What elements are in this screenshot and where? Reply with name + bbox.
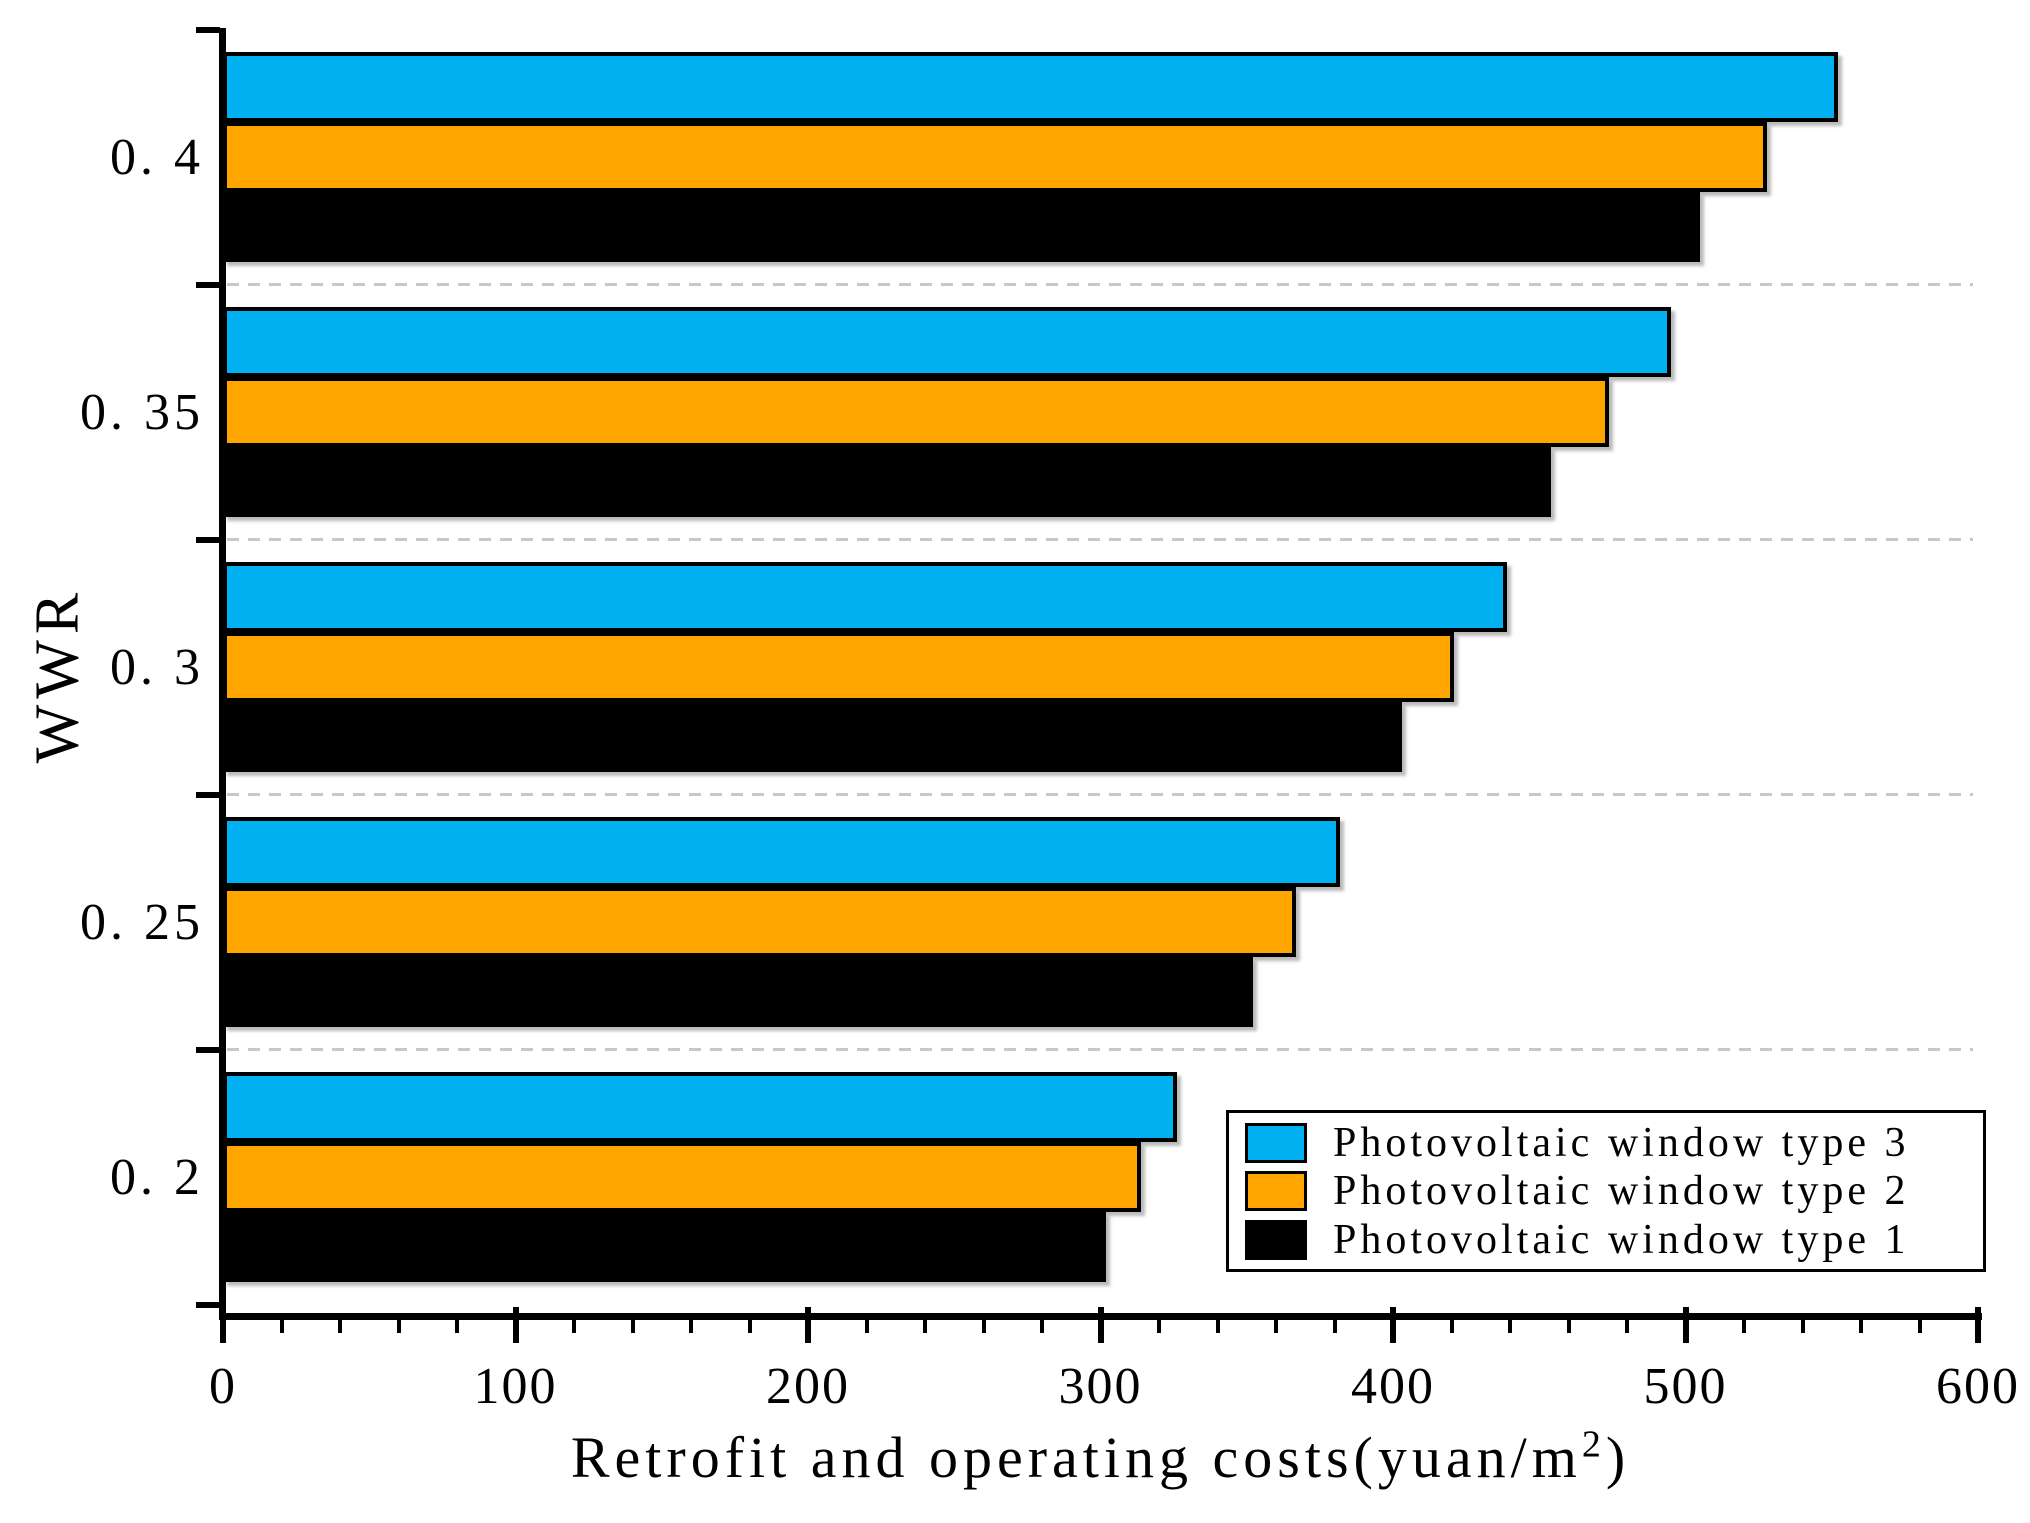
x-tick-label: 500	[1643, 1358, 1728, 1415]
category-boundary-gridline	[227, 538, 1973, 541]
legend-swatch	[1245, 1171, 1307, 1211]
y-axis-tick	[196, 27, 220, 33]
bar-photovoltaic-window-type-3-wwr-0.35	[223, 307, 1671, 377]
legend-label: Photovoltaic window type 1	[1333, 1216, 1910, 1263]
legend-item-2: Photovoltaic window type 2	[1229, 1168, 1983, 1214]
bar-photovoltaic-window-type-2-wwr-0.2	[223, 1142, 1141, 1212]
x-axis-minor-tick	[1157, 1320, 1161, 1333]
bar-photovoltaic-window-type-1-wwr-0.35	[223, 447, 1551, 517]
bar-photovoltaic-window-type-3-wwr-0.3	[223, 562, 1507, 632]
y-axis-tick	[196, 1302, 220, 1308]
x-axis-major-tick	[1390, 1307, 1396, 1343]
bar-photovoltaic-window-type-3-wwr-0.2	[223, 1072, 1177, 1142]
bar-photovoltaic-window-type-3-wwr-0.4	[223, 52, 1838, 122]
bar-photovoltaic-window-type-3-wwr-0.25	[223, 817, 1340, 887]
x-axis-minor-tick	[1566, 1320, 1571, 1333]
y-tick-label: 0. 35	[80, 383, 204, 441]
x-axis-minor-tick	[981, 1320, 986, 1333]
legend-label: Photovoltaic window type 2	[1333, 1168, 1910, 1214]
legend: Photovoltaic window type 3 Photovoltaic w…	[1226, 1110, 1986, 1272]
x-axis-minor-tick	[747, 1320, 752, 1333]
category-boundary-gridline	[227, 283, 1973, 286]
x-axis-minor-tick	[923, 1320, 927, 1333]
y-tick-label: 0. 25	[80, 893, 204, 951]
x-axis-minor-tick	[1274, 1320, 1278, 1333]
x-axis-major-tick	[220, 1307, 226, 1343]
y-axis-tick	[196, 1047, 220, 1053]
x-axis-major-tick	[1975, 1307, 1981, 1343]
x-axis-minor-tick	[396, 1320, 401, 1333]
y-axis-tick	[196, 792, 220, 798]
bar-photovoltaic-window-type-1-wwr-0.2	[223, 1212, 1106, 1282]
x-axis-title-superscript: 2	[1581, 1423, 1606, 1466]
bar-photovoltaic-window-type-2-wwr-0.35	[223, 377, 1609, 447]
x-tick-label: 100	[473, 1358, 558, 1415]
x-axis-minor-tick	[1917, 1320, 1922, 1333]
bar-photovoltaic-window-type-1-wwr-0.25	[223, 957, 1253, 1027]
x-axis-major-tick	[1682, 1307, 1689, 1343]
x-axis-title: Retrofit and operating costs(yuan/m2)	[223, 1424, 1978, 1491]
x-axis-minor-tick	[1508, 1320, 1512, 1333]
x-axis-minor-tick	[1040, 1320, 1044, 1333]
x-axis-minor-tick	[279, 1320, 284, 1333]
x-axis-minor-tick	[864, 1320, 869, 1333]
x-axis-minor-tick	[1449, 1320, 1454, 1333]
x-axis-minor-tick	[1625, 1320, 1629, 1333]
bar-photovoltaic-window-type-1-wwr-0.3	[223, 702, 1402, 772]
x-tick-label: 0	[209, 1358, 237, 1415]
legend-item-1: Photovoltaic window type 1	[1229, 1217, 1983, 1263]
x-axis-title-text: Retrofit and operating costs(yuan/m	[570, 1425, 1582, 1490]
bar-photovoltaic-window-type-2-wwr-0.4	[223, 122, 1767, 192]
x-axis-major-tick	[512, 1307, 519, 1343]
x-axis-major-tick	[805, 1307, 811, 1343]
y-tick-label: 0. 2	[110, 1148, 204, 1206]
legend-swatch	[1245, 1219, 1307, 1260]
bar-photovoltaic-window-type-2-wwr-0.3	[223, 632, 1454, 702]
bar-photovoltaic-window-type-1-wwr-0.4	[223, 192, 1700, 262]
x-axis-minor-tick	[689, 1320, 693, 1333]
y-tick-label: 0. 3	[110, 638, 204, 696]
category-boundary-gridline	[227, 1048, 1973, 1051]
bar-photovoltaic-window-type-2-wwr-0.25	[223, 887, 1296, 957]
x-axis-minor-tick	[1332, 1320, 1337, 1333]
y-tick-label: 0. 4	[110, 128, 204, 186]
legend-label: Photovoltaic window type 3	[1333, 1119, 1910, 1166]
x-axis-minor-tick	[338, 1320, 342, 1333]
legend-swatch	[1245, 1122, 1307, 1163]
x-tick-label: 400	[1351, 1358, 1435, 1415]
x-tick-label: 300	[1058, 1358, 1143, 1415]
x-axis-minor-tick	[1215, 1320, 1220, 1333]
x-axis-minor-tick	[1742, 1320, 1746, 1333]
legend-item-3: Photovoltaic window type 3	[1229, 1120, 1983, 1166]
y-axis-tick	[196, 537, 220, 543]
x-axis-major-tick	[1097, 1307, 1104, 1343]
x-axis-title-close-paren: )	[1605, 1425, 1631, 1490]
x-axis-minor-tick	[1859, 1320, 1863, 1333]
y-axis-spine	[219, 28, 226, 1320]
x-axis-minor-tick	[1800, 1320, 1805, 1333]
x-tick-label: 600	[1936, 1358, 2020, 1415]
y-axis-tick	[196, 282, 220, 288]
category-boundary-gridline	[227, 793, 1973, 796]
x-axis-minor-tick	[572, 1320, 576, 1333]
y-axis-title: WWR	[23, 586, 92, 764]
x-tick-label: 200	[766, 1358, 850, 1415]
x-axis-minor-tick	[455, 1320, 459, 1333]
x-axis-minor-tick	[630, 1320, 635, 1333]
